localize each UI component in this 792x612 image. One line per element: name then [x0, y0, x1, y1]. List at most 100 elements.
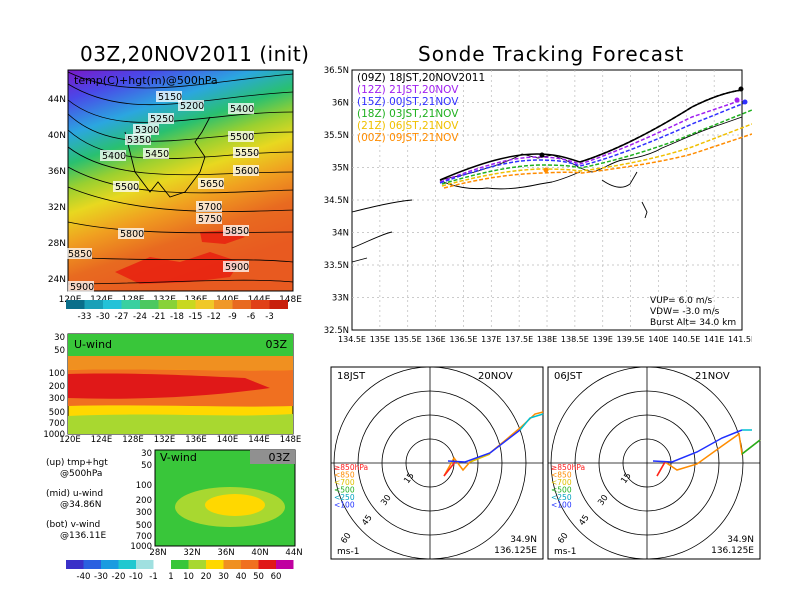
- colorbar-swatch: [177, 300, 196, 309]
- colorbar-swatch: [140, 300, 159, 309]
- hodo-level-label: <100: [551, 501, 572, 510]
- track-xtick: 136.5E: [449, 335, 477, 344]
- hodo-trace: [447, 429, 521, 463]
- colorbar-label: -30: [96, 312, 110, 322]
- vwind-zone: [205, 494, 265, 516]
- track-xtick: 139.5E: [617, 335, 645, 344]
- colorbar-swatch: [251, 300, 270, 309]
- vwind-time: 03Z: [268, 451, 290, 464]
- contour-label: 5150: [158, 92, 182, 103]
- contour-label: 5850: [225, 226, 249, 237]
- uwind-band: [68, 334, 293, 356]
- contour-label: 5400: [102, 151, 126, 162]
- hodo-unit: ms-1: [554, 547, 576, 557]
- hodo-trace: [469, 453, 491, 463]
- contour-label: 5650: [200, 179, 224, 190]
- track-xtick: 135E: [370, 335, 390, 344]
- wind-colorbar-swatch: [136, 560, 154, 569]
- hodo-lon: 136.125E: [711, 546, 754, 556]
- colorbar-swatch: [214, 300, 233, 309]
- uwind-label: U-wind: [74, 338, 112, 351]
- hodo-level-label: <250: [334, 493, 355, 502]
- vwind-ytick: 100: [136, 481, 152, 491]
- hodo-time: 18JST: [337, 371, 366, 382]
- legend-notes: (up) tmp+hgt @500hPa (mid) u-wind @34.86N …: [46, 458, 108, 542]
- contour-label: 5350: [127, 135, 151, 146]
- uwind-ytick: 200: [49, 382, 65, 392]
- hodo-level-label: <850: [551, 471, 572, 480]
- colorbar-label: -6: [247, 312, 255, 322]
- colorbar-swatch: [232, 300, 251, 309]
- wind-colorbar-label: -30: [94, 572, 108, 582]
- track-params: VUP= 6.0 m/s VDW= -3.0 m/s Burst Alt= 34…: [650, 296, 736, 329]
- colorbar-label: -24: [133, 312, 147, 322]
- hodo-trace: [652, 429, 743, 463]
- hodo-trace: [443, 461, 456, 477]
- wind-colorbar-label: -40: [77, 572, 91, 582]
- wind-colorbar-label: 30: [218, 572, 229, 582]
- wind-colorbar-swatch: [153, 560, 171, 569]
- track-legend-item: (18Z) 03JST,21NOV: [357, 108, 459, 120]
- contour-label-bg: [148, 113, 174, 124]
- vwind-ytick: 200: [136, 496, 152, 506]
- colorbar-swatch: [84, 300, 103, 309]
- wind-colorbar-label: -1: [149, 572, 157, 582]
- contour-labels: 5150520052505300535054005450540055005500…: [66, 91, 259, 293]
- uwind-xtick: 124E: [91, 435, 113, 443]
- contour-label: 5850: [68, 249, 92, 260]
- contour-label: 5400: [230, 104, 254, 115]
- height-contours: [67, 71, 294, 285]
- track-legend-item: (00Z) 09JST,21NOV: [357, 132, 459, 144]
- hodo-level-label: <700: [334, 478, 355, 487]
- hodo-trace: [656, 461, 666, 477]
- vwind-xtick: 28N: [149, 548, 166, 557]
- map-ytick: 36N: [48, 167, 66, 177]
- colorbar-label: -3: [265, 312, 273, 322]
- uwind-xtick: 132E: [154, 435, 176, 443]
- colorbar-swatch: [66, 300, 85, 309]
- hodo-trace: [741, 439, 761, 455]
- hodo-lat: 34.9N: [727, 535, 754, 545]
- vwind-xtick: 36N: [217, 548, 234, 557]
- wind-colorbar-swatch: [66, 560, 84, 569]
- wind-colorbar-swatch: [241, 560, 259, 569]
- contour-label-bg: [66, 248, 92, 259]
- colorbar-label: -18: [170, 312, 184, 322]
- uwind-xtick: 140E: [217, 435, 239, 443]
- track-xtick: 137E: [481, 335, 501, 344]
- hodo-level-label: ≥850hPa: [334, 463, 368, 472]
- uwind-xtick: 136E: [185, 435, 207, 443]
- track-legend-item: (12Z) 21JST,20NOV: [357, 84, 459, 96]
- map-ytick: 28N: [48, 239, 66, 249]
- hodo-rings: [331, 366, 543, 560]
- contour-label-bg: [113, 181, 139, 192]
- vdw-param: VDW= -3.0 m/s: [650, 307, 720, 317]
- vwind-ytick: 500: [136, 521, 152, 531]
- colorbar-swatch: [158, 300, 177, 309]
- track-ytick: 33.5N: [324, 261, 349, 271]
- hodo-rings: [548, 366, 760, 560]
- temp-height-map: 5150520052505300535054005450540055005500…: [48, 69, 302, 305]
- uwind-ytick: 100: [49, 369, 65, 379]
- wind-colorbar-label: -20: [112, 572, 126, 582]
- uwind-ytick: 700: [49, 419, 65, 429]
- hodograph-2: 06JST 21NOV ms-1 34.9N 136.125E 15304560…: [547, 366, 761, 560]
- wind-colorbar-label: 20: [201, 572, 212, 582]
- uwind-xtick: 144E: [248, 435, 270, 443]
- vwind-xtick: 44N: [285, 548, 302, 557]
- colorbar-label: -15: [189, 312, 203, 322]
- colorbar-label: -33: [78, 312, 92, 322]
- map-ytick: 32N: [48, 203, 66, 213]
- track-xtick: 139E: [593, 335, 613, 344]
- track-xtick: 141.5E: [728, 335, 752, 344]
- colorbar-label: -12: [207, 312, 221, 322]
- vwind-label: V-wind: [160, 451, 197, 464]
- colorbar-label: -27: [115, 312, 129, 322]
- hodo-level-label: <500: [551, 486, 572, 495]
- colorbar-swatch: [121, 300, 140, 309]
- track-xtick: 141E: [704, 335, 724, 344]
- track-ytick: 35N: [332, 164, 349, 174]
- wind-colorbar-label: 1: [168, 572, 173, 582]
- contour-label: 5750: [198, 214, 222, 225]
